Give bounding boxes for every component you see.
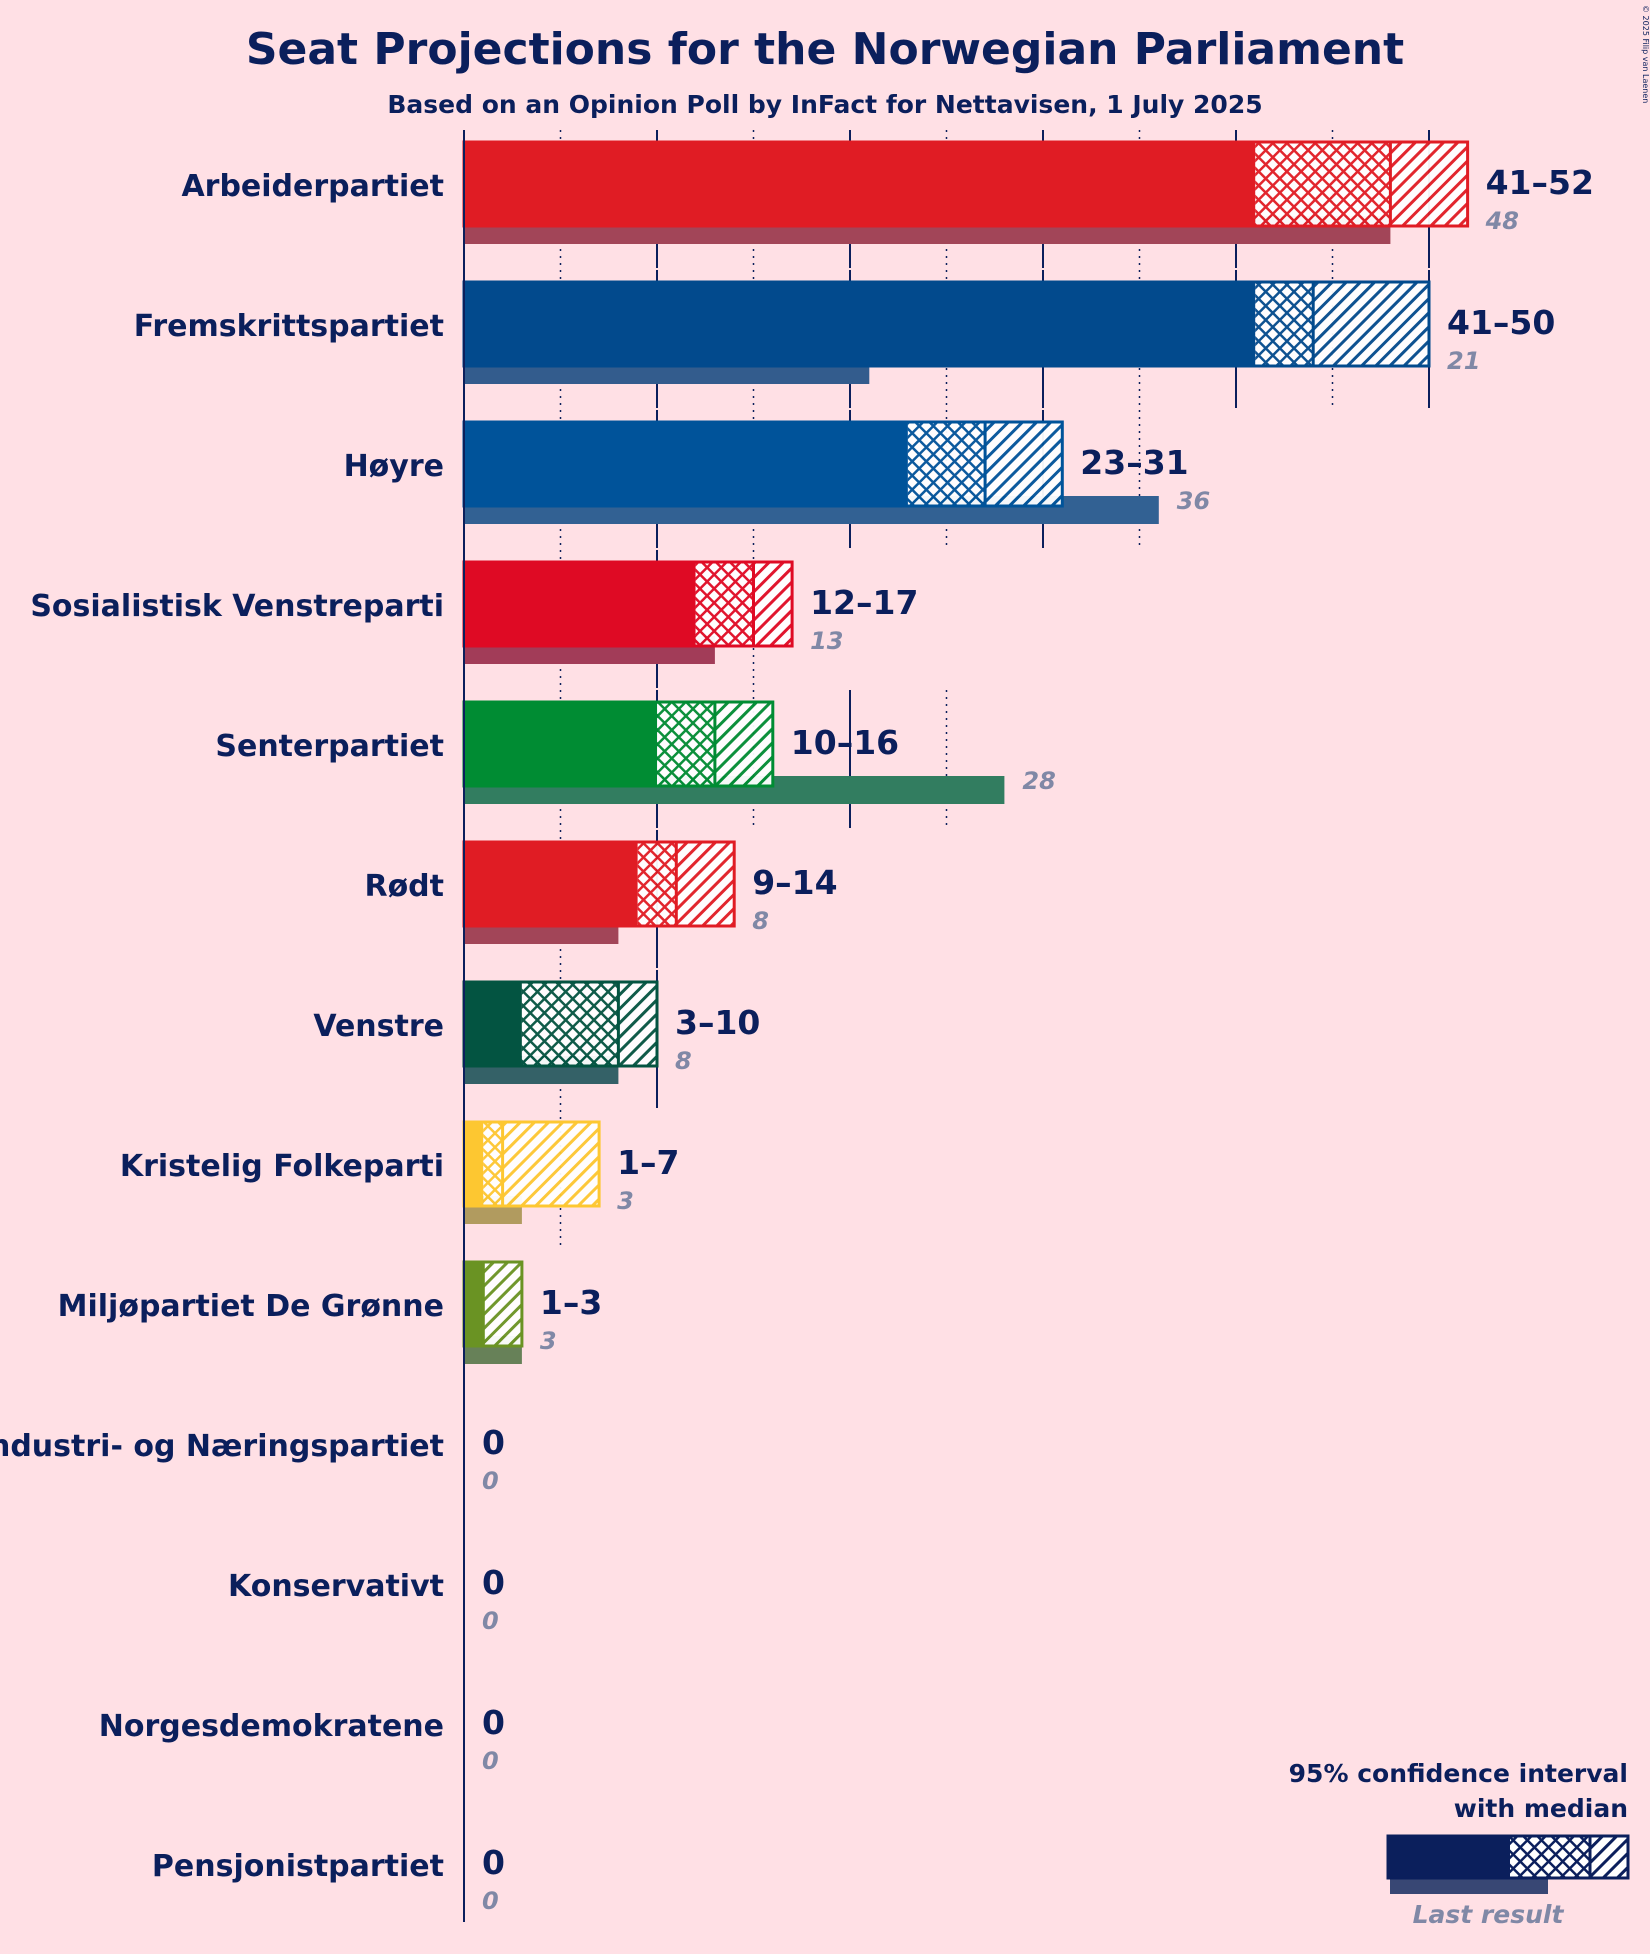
- party-row: Miljøpartiet De Grønne 1–3 3: [58, 1260, 602, 1364]
- legend-cross-bar: [1510, 1836, 1590, 1878]
- ci-low-median-bar: [657, 702, 715, 786]
- last-result-label: 0: [482, 1747, 499, 1775]
- chart-title: Seat Projections for the Norwegian Parli…: [246, 24, 1404, 75]
- ci-solid-bar: [464, 982, 522, 1066]
- ci-solid-bar: [464, 562, 696, 646]
- last-result-label: 3: [617, 1187, 634, 1215]
- ci-solid-bar: [464, 142, 1256, 226]
- range-label: 0: [482, 1843, 505, 1882]
- ci-solid-bar: [464, 1262, 484, 1346]
- party-label: Kristelig Folkeparti: [120, 1149, 444, 1184]
- range-label: 9–14: [752, 863, 837, 902]
- legend-solid-bar: [1388, 1836, 1510, 1878]
- ci-median-high-bar: [483, 1262, 522, 1346]
- last-result-label: 0: [482, 1467, 499, 1495]
- ci-median-high-bar: [1313, 282, 1429, 366]
- legend-hatch-bar: [1590, 1836, 1628, 1878]
- party-row: Senterpartiet 10–16 28: [215, 700, 1056, 804]
- ci-solid-bar: [464, 422, 908, 506]
- ci-low-median-bar: [1255, 142, 1391, 226]
- legend-last-result: Last result: [1413, 1900, 1565, 1929]
- party-row: Norgesdemokratene 0 0: [99, 1703, 505, 1775]
- ci-low-median-bar: [695, 562, 754, 646]
- party-label: Miljøpartiet De Grønne: [58, 1289, 444, 1324]
- range-label: 0: [482, 1423, 505, 1462]
- party-label: Venstre: [313, 1009, 444, 1044]
- legend-outline: [1386, 1834, 1630, 1880]
- party-row: Kristelig Folkeparti 1–7 3: [120, 1120, 680, 1224]
- range-label: 3–10: [675, 1003, 760, 1042]
- ci-median-high-bar: [985, 422, 1063, 506]
- last-result-label: 36: [1177, 487, 1210, 515]
- range-label: 12–17: [810, 583, 918, 622]
- last-result-label: 48: [1485, 207, 1519, 235]
- last-result-label: 3: [540, 1327, 557, 1355]
- ci-solid-bar: [464, 842, 638, 926]
- ci-median-high-bar: [676, 842, 735, 926]
- party-label: Norgesdemokratene: [99, 1709, 444, 1744]
- party-label: Industri- og Næringspartiet: [0, 1429, 444, 1464]
- party-row: Pensjonistpartiet 0 0: [152, 1843, 505, 1915]
- legend: 95% confidence interval with median Last…: [1289, 1759, 1630, 1929]
- party-row: Fremskrittspartiet 41–50 21: [134, 280, 1555, 384]
- party-label: Pensjonistpartiet: [152, 1849, 444, 1884]
- ci-low-median-bar: [907, 422, 986, 506]
- last-result-label: 0: [482, 1887, 499, 1915]
- last-result-label: 0: [482, 1607, 499, 1635]
- party-row: Rødt 9–14 8: [364, 840, 838, 944]
- last-result-label: 21: [1447, 347, 1480, 375]
- ci-low-median-bar: [637, 842, 677, 926]
- ci-low-median-bar: [483, 1122, 503, 1206]
- ci-median-high-bar: [1390, 142, 1468, 226]
- last-result-label: 8: [675, 1047, 692, 1075]
- ci-median-high-bar: [714, 702, 773, 786]
- range-label: 0: [482, 1703, 505, 1742]
- party-label: Rødt: [364, 869, 444, 904]
- ci-median-high-bar: [753, 562, 793, 646]
- ci-median-high-bar: [618, 982, 657, 1066]
- range-label: 10–16: [791, 723, 899, 762]
- range-label: 1–7: [617, 1143, 679, 1182]
- last-result-label: 13: [810, 627, 843, 655]
- ci-median-high-bar: [502, 1122, 600, 1206]
- chart-subtitle: Based on an Opinion Poll by InFact for N…: [387, 90, 1262, 119]
- range-label: 41–52: [1486, 163, 1594, 202]
- copyright-note: © 2025 Filip van Laenen: [1641, 5, 1650, 103]
- range-label: 0: [482, 1563, 505, 1602]
- party-label: Senterpartiet: [215, 729, 444, 764]
- ci-low-median-bar: [521, 982, 619, 1066]
- bars-layer: Arbeiderpartiet 41–52 48 Fremskrittspartiet…: [0, 140, 1594, 1915]
- party-label: Konservativt: [228, 1569, 444, 1604]
- party-label: Sosialistisk Venstreparti: [30, 589, 444, 624]
- ci-solid-bar: [464, 1122, 484, 1206]
- party-row: Høyre 23–31 36: [344, 420, 1210, 524]
- party-row: Industri- og Næringspartiet 0 0: [0, 1423, 505, 1495]
- party-label: Arbeiderpartiet: [181, 169, 444, 204]
- last-result-label: 8: [752, 907, 769, 935]
- ci-solid-bar: [464, 282, 1256, 366]
- range-label: 23–31: [1080, 443, 1188, 482]
- legend-line2: with median: [1454, 1794, 1628, 1823]
- party-row: Venstre 3–10 8: [313, 980, 760, 1084]
- ci-low-median-bar: [1255, 282, 1314, 366]
- range-label: 41–50: [1447, 303, 1555, 342]
- party-label: Høyre: [344, 449, 444, 484]
- ci-solid-bar: [464, 702, 657, 786]
- party-row: Konservativt 0 0: [228, 1563, 505, 1635]
- party-row: Sosialistisk Venstreparti 12–17 13: [30, 560, 918, 664]
- party-row: Arbeiderpartiet 41–52 48: [181, 140, 1594, 244]
- last-result-label: 28: [1022, 767, 1055, 795]
- party-label: Fremskrittspartiet: [134, 309, 444, 344]
- range-label: 1–3: [540, 1283, 602, 1322]
- legend-line1: 95% confidence interval: [1289, 1759, 1628, 1788]
